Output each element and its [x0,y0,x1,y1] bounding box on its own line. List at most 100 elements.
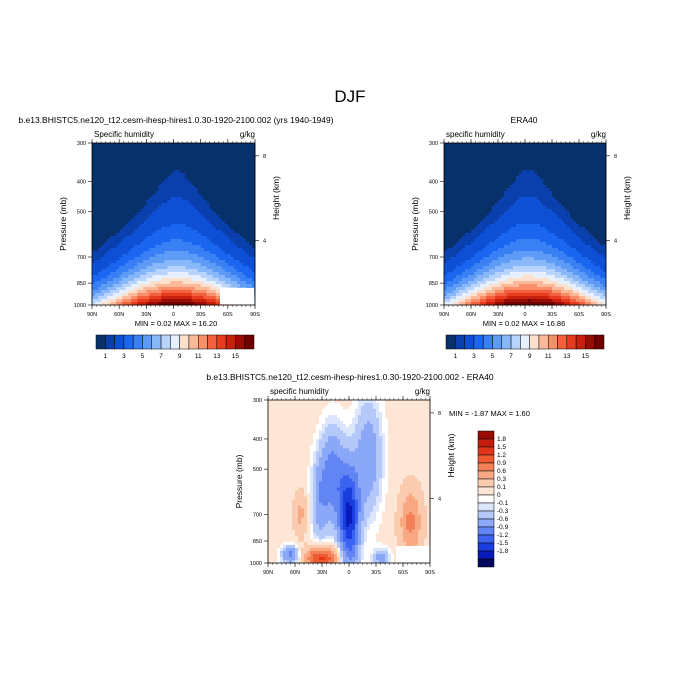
colorbar-label: 9 [528,353,532,360]
colorbar-swatch [225,334,236,350]
colorbar-swatch [477,534,495,544]
x-tick-label: 90S [425,570,435,576]
x-tick-label: 30S [371,570,381,576]
panel-right-label: g/kg [591,130,606,139]
y-right-tick-label: 4 [263,239,266,245]
colorbar-swatch [473,334,484,350]
missing-data-patch [220,288,254,305]
x-tick-label: 30N [317,570,327,576]
panel2-title: ERA40 [511,115,538,125]
colorbar-swatch [170,334,180,350]
x-tick-label: 60S [398,570,408,576]
difference-panel: 90N 60N 30N 0 30S 60S 90S 300 400 500 700 850 1000 8 4… [234,387,530,576]
colorbar-swatch [538,334,549,350]
y-tick-label: 500 [429,210,438,216]
colorbar-swatch [510,334,521,350]
y-axis-label: Pressure (mb) [234,454,244,508]
y-tick-label: 400 [253,437,262,443]
colorbar-swatch [207,334,218,350]
colorbar-label: 11 [195,353,202,360]
colorbar-swatch [594,334,605,350]
colorbar-swatch [477,542,495,552]
panel-right-label: g/kg [415,387,430,396]
y-tick-label: 300 [77,141,86,147]
colorbar-label: 1.2 [497,452,506,459]
plot-field [268,400,431,564]
colorbar-label: 7 [159,353,163,360]
x-tick-label: 90N [87,312,97,318]
colorbar-label: 7 [509,353,513,360]
x-tick-label: 60S [574,312,584,318]
colorbar-swatch [520,334,530,350]
colorbar-swatch [95,334,106,350]
colorbar-swatch [455,334,465,350]
colorbar-swatch [142,334,153,350]
y-tick-label: 1000 [74,303,86,309]
colorbar-label: 5 [491,353,495,360]
y-tick-label: 1000 [250,561,262,567]
x-tick-label: 0 [172,312,175,318]
colorbar-swatch [501,334,512,350]
colorbar-label: 3 [472,353,476,360]
panel-left-label: Specific humidity [94,130,154,139]
colorbar-swatch [123,334,134,350]
colorbar-swatch [566,334,577,350]
y-tick-label: 700 [429,255,438,261]
colorbar-swatch [132,334,143,350]
colorbar-swatch [188,334,199,350]
colorbar-swatch [477,486,495,496]
colorbar-swatch [477,446,495,456]
x-tick-label: 90N [439,312,449,318]
colorbar-swatch [477,438,495,448]
y-tick-label: 850 [253,539,262,545]
colorbar-label: 9 [178,353,182,360]
colorbar-swatch [464,334,475,350]
colorbar-swatch [114,334,125,350]
x-tick-label: 0 [347,570,350,576]
y-right-axis-label: Height (km) [446,433,456,477]
colorbar-label: -0.6 [497,516,509,523]
colorbar-label: 0.6 [497,468,506,475]
colorbar-label: 1.8 [497,436,506,443]
colorbar-label: 13 [213,353,221,360]
figure-title: DJF [334,87,365,106]
colorbar-swatch [216,334,227,350]
plot-field [444,143,607,306]
stats-label: MIN = 0.02 MAX = 16.86 [483,319,566,328]
missing-data-patch [396,546,430,563]
x-tick-label: 60S [223,312,233,318]
colorbar-swatch [529,334,540,350]
colorbar-swatch [477,526,495,536]
y-right-axis-label: Height (km) [622,176,632,220]
colorbar-label: 1 [453,353,457,360]
stats-label: MIN = 0.02 MAX = 16.20 [135,319,218,328]
x-tick-label: 30S [547,312,557,318]
colorbar-label: 0.3 [497,476,506,483]
stats-label: MIN = -1.87 MAX = 1.60 [449,409,530,418]
y-right-axis-label: Height (km) [271,176,281,220]
y-right-tick-label: 8 [614,154,617,160]
colorbar-label: 1 [103,353,107,360]
colorbar-swatch [482,334,493,350]
model-panel: 90N 60N 30N 0 30S 60S 90S 300 400 500 700 850 1000 8 4… [58,130,281,360]
colorbar-swatch [477,430,495,440]
y-tick-label: 300 [253,398,262,404]
x-tick-label: 0 [523,312,526,318]
colorbar-label: 3 [122,353,126,360]
colorbar-swatch [477,550,495,560]
colorbar: 1 3 5 7 9 11 13 15 [95,334,255,360]
y-tick-label: 700 [253,513,262,519]
colorbar-label: 0.9 [497,460,506,467]
x-tick-label: 90N [263,570,273,576]
colorbar-swatch [477,470,495,480]
era40-panel: 90N 60N 30N 0 30S 60S 90S 300 400 500 700 850 1000 8 4… [410,130,632,360]
colorbar-label: -1.2 [497,532,509,539]
y-tick-label: 500 [77,210,86,216]
colorbar-swatch [235,334,245,350]
x-tick-label: 60N [290,570,300,576]
colorbar-label: -1.8 [497,548,509,555]
y-right-tick-label: 4 [438,496,441,502]
y-tick-label: 850 [429,281,438,287]
colorbar-label: 13 [563,353,571,360]
colorbar-swatch [477,502,495,512]
